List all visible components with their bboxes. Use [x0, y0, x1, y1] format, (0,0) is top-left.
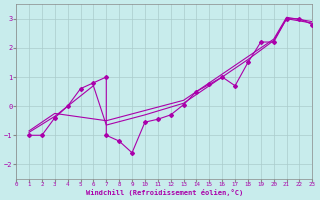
- X-axis label: Windchill (Refroidissement éolien,°C): Windchill (Refroidissement éolien,°C): [86, 189, 243, 196]
